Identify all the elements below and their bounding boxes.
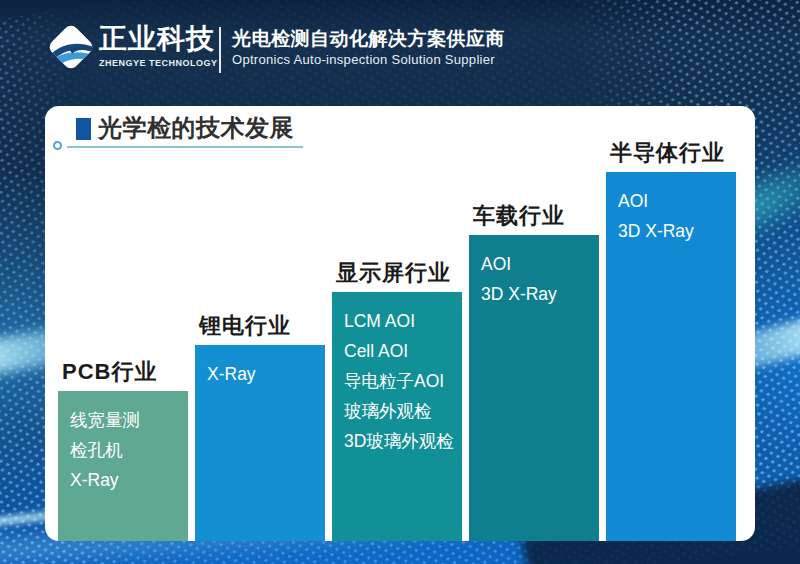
slide-title: 光学检的技术发展 — [98, 112, 294, 144]
title-underline-dot — [53, 141, 62, 150]
zhengye-logo-icon — [44, 20, 98, 74]
industry-label: 半导体行业 — [610, 138, 725, 168]
bar-item: 线宽量测 — [70, 405, 182, 435]
bar-item: 玻璃外观检 — [344, 396, 456, 426]
industry-bar: AOI3D X-Ray — [469, 235, 599, 541]
tagline-cn: 光电检测自动化解决方案供应商 — [232, 26, 505, 52]
company-name-cn: 正业科技 — [99, 20, 215, 58]
industry-label: 锂电行业 — [199, 311, 291, 341]
industry-bar: 线宽量测检孔机X-Ray — [58, 391, 188, 541]
bar-item: LCM AOI — [344, 306, 456, 336]
bar-item: 检孔机 — [70, 435, 182, 465]
bar-item: Cell AOI — [344, 336, 456, 366]
bar-item: X-Ray — [207, 359, 319, 389]
industry-label: PCB行业 — [62, 357, 157, 387]
company-name-en: ZHENGYE TECHNOLOGY — [99, 58, 218, 68]
bar-item: AOI — [618, 186, 730, 216]
tagline-en: Optronics Auto-inspection Solution Suppl… — [232, 52, 495, 67]
bar-item: AOI — [481, 249, 593, 279]
title-underline — [67, 146, 303, 148]
header-divider — [219, 27, 221, 73]
content-card: 光学检的技术发展 PCB行业线宽量测检孔机X-Ray锂电行业X-Ray显示屏行业… — [45, 106, 755, 541]
industry-bar: AOI3D X-Ray — [606, 172, 736, 541]
bar-item: 3D X-Ray — [618, 216, 730, 246]
industry-bar: LCM AOICell AOI导电粒子AOI玻璃外观检3D玻璃外观检 — [332, 292, 462, 541]
bar-item: 导电粒子AOI — [344, 366, 456, 396]
industry-label: 显示屏行业 — [336, 258, 451, 288]
industry-bar: X-Ray — [195, 345, 325, 541]
bar-item: 3D玻璃外观检 — [344, 426, 456, 456]
header: 正业科技 ZHENGYE TECHNOLOGY 光电检测自动化解决方案供应商 O… — [0, 0, 800, 96]
bar-item: 3D X-Ray — [481, 279, 593, 309]
bar-item: X-Ray — [70, 465, 182, 495]
industry-label: 车载行业 — [473, 201, 565, 231]
title-bullet-square — [76, 118, 91, 140]
